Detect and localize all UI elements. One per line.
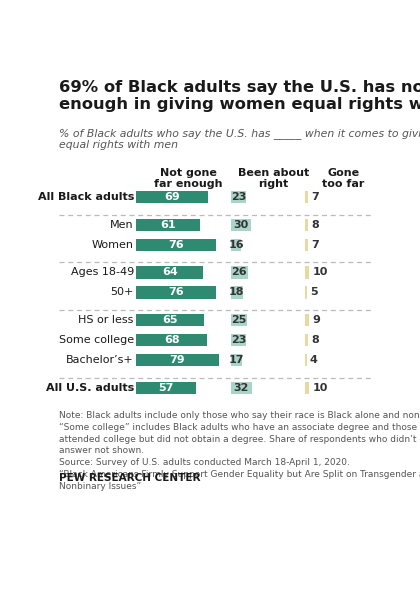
Bar — [231, 382, 252, 394]
Bar — [305, 287, 307, 299]
Text: 18: 18 — [229, 287, 244, 298]
Bar — [231, 266, 248, 279]
Bar — [305, 314, 309, 327]
Bar — [305, 382, 309, 394]
Text: Been about
right: Been about right — [238, 168, 309, 189]
Text: 68: 68 — [164, 335, 180, 345]
Bar — [136, 266, 203, 279]
Bar — [231, 191, 246, 203]
Text: Bachelor’s+: Bachelor’s+ — [66, 355, 134, 365]
Text: 23: 23 — [231, 192, 246, 202]
Text: 64: 64 — [162, 268, 178, 277]
Text: 7: 7 — [311, 192, 319, 202]
Bar — [231, 239, 241, 251]
Bar — [231, 287, 243, 299]
Text: Gone
too far: Gone too far — [322, 168, 364, 189]
Text: Note: Black adults include only those who say their race is Black alone and non-: Note: Black adults include only those wh… — [59, 411, 420, 491]
Text: 25: 25 — [231, 315, 247, 325]
Bar — [305, 191, 308, 203]
Text: 69% of Black adults say the U.S. has not gone far
enough in giving women equal r: 69% of Black adults say the U.S. has not… — [59, 80, 420, 113]
Text: 4: 4 — [310, 355, 318, 365]
Bar — [231, 354, 242, 367]
Bar — [305, 266, 309, 279]
Text: 9: 9 — [312, 315, 320, 325]
Text: 16: 16 — [228, 240, 244, 250]
Text: 65: 65 — [163, 315, 178, 325]
Text: All Black adults: All Black adults — [37, 192, 134, 202]
Bar — [231, 314, 247, 327]
Text: Not gone
far enough: Not gone far enough — [154, 168, 222, 189]
Text: 10: 10 — [312, 383, 328, 393]
Text: Some college: Some college — [59, 335, 134, 345]
Bar — [136, 334, 207, 346]
Text: 50+: 50+ — [110, 287, 134, 298]
Bar — [136, 287, 216, 299]
Text: 17: 17 — [228, 355, 244, 365]
Bar — [136, 239, 216, 251]
Bar — [305, 334, 308, 346]
Text: 10: 10 — [312, 268, 328, 277]
Text: 61: 61 — [160, 220, 176, 230]
Text: 23: 23 — [231, 335, 246, 345]
Bar — [305, 239, 308, 251]
Text: 8: 8 — [312, 220, 319, 230]
Text: 76: 76 — [168, 287, 184, 298]
Text: 79: 79 — [170, 355, 185, 365]
Text: Ages 18-49: Ages 18-49 — [71, 268, 134, 277]
Text: 69: 69 — [164, 192, 180, 202]
Text: 32: 32 — [234, 383, 249, 393]
Text: Men: Men — [110, 220, 134, 230]
Text: 76: 76 — [168, 240, 184, 250]
Bar — [231, 218, 250, 231]
Bar — [136, 382, 196, 394]
Text: HS or less: HS or less — [79, 315, 134, 325]
Text: 8: 8 — [312, 335, 319, 345]
Bar — [305, 354, 307, 367]
Bar — [305, 218, 308, 231]
Text: 7: 7 — [311, 240, 319, 250]
Bar — [136, 218, 200, 231]
Text: 26: 26 — [231, 268, 247, 277]
Text: 57: 57 — [158, 383, 174, 393]
Bar — [136, 191, 208, 203]
Text: Women: Women — [92, 240, 134, 250]
Bar — [231, 334, 246, 346]
Text: PEW RESEARCH CENTER: PEW RESEARCH CENTER — [59, 473, 200, 483]
Text: % of Black adults who say the U.S. has _____ when it comes to giving women
equal: % of Black adults who say the U.S. has _… — [59, 128, 420, 150]
Bar — [136, 314, 204, 327]
Text: 30: 30 — [233, 220, 248, 230]
Text: 5: 5 — [310, 287, 318, 298]
Bar — [136, 354, 219, 367]
Text: All U.S. adults: All U.S. adults — [46, 383, 134, 393]
